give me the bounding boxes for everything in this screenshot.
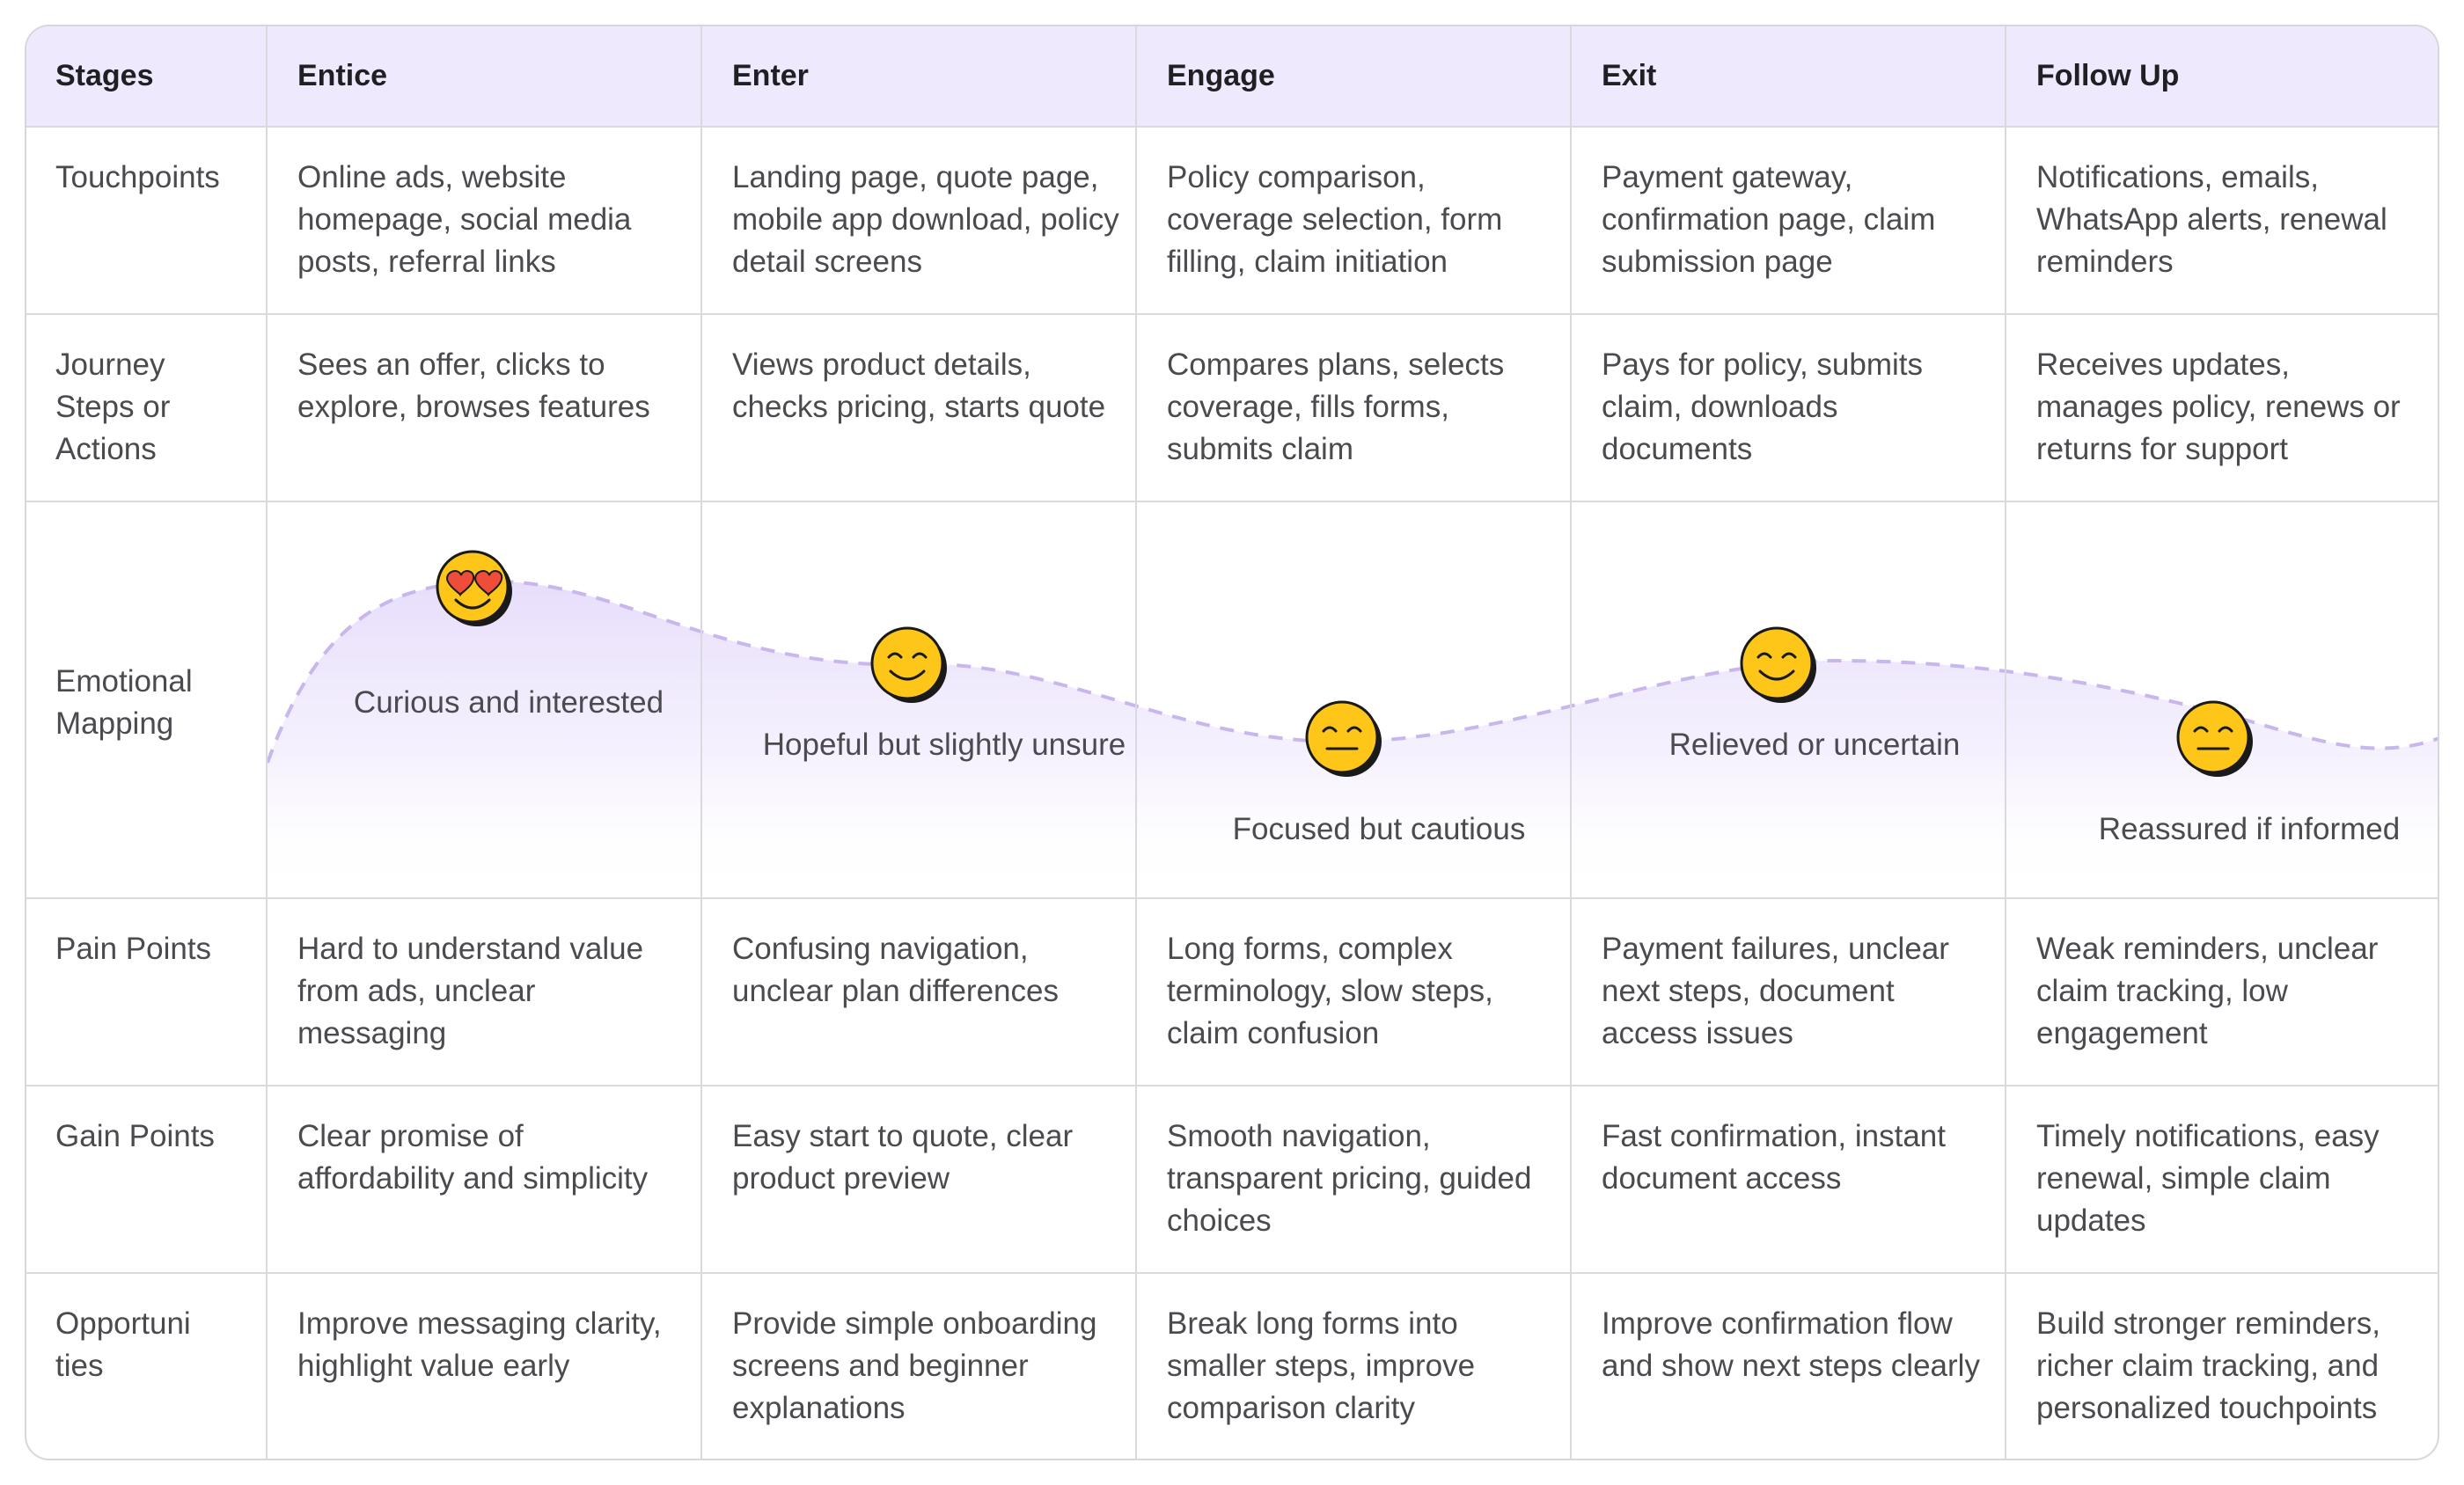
touchpoints-cell: Payment gateway, confirmation page, clai… — [1602, 160, 1936, 279]
stages-header: Stages — [55, 59, 154, 92]
gain-points-cell: Clear promise of affordability and simpl… — [297, 1119, 649, 1196]
emotion-label: Reassured if informed — [2098, 812, 2401, 846]
journey-map-table: Curious and interested Hopeful but sligh… — [25, 25, 2439, 1460]
journey-steps-cell: Views product details, checks pricing, s… — [732, 347, 1106, 424]
row-divider — [26, 1272, 2438, 1274]
heart-eyes-face-icon — [436, 550, 512, 626]
row-divider — [26, 897, 2438, 899]
journey-steps-cell: Sees an offer, clicks to explore, browse… — [297, 347, 650, 424]
row-divider — [26, 1085, 2438, 1086]
column-divider — [1135, 26, 1137, 1459]
stage-header-engage: Engage — [1167, 59, 1275, 92]
stage-header-enter: Enter — [732, 59, 809, 92]
emotion-label: Curious and interested — [353, 685, 664, 720]
emotion-label: Focused but cautious — [1232, 812, 1526, 846]
column-divider — [2005, 26, 2006, 1459]
touchpoints-cell: Online ads, website homepage, social med… — [297, 160, 632, 279]
pain-points-cell: Payment failures, unclear next steps, do… — [1602, 932, 1949, 1050]
pain-points-cell: Confusing navigation, unclear plan diffe… — [732, 932, 1059, 1008]
touchpoints-cell: Policy comparison, coverage selection, f… — [1167, 160, 1503, 279]
column-divider — [266, 26, 268, 1459]
gain-points-cell: Timely notifications, easy renewal, simp… — [2036, 1119, 2380, 1238]
gain-points-cell: Easy start to quote, clear product previ… — [732, 1119, 1074, 1196]
gain-points-cell: Fast confirmation, instant document acce… — [1602, 1119, 1946, 1196]
smiling-face-icon — [870, 626, 947, 703]
row-label-gain-points: Gain Points — [55, 1119, 215, 1153]
row-label-opportunities: Opportuni ties — [55, 1306, 191, 1383]
emotion-label: Hopeful but slightly unsure — [762, 728, 1126, 762]
opportunities-cell: Provide simple onboarding screens and be… — [732, 1306, 1097, 1425]
row-divider — [26, 313, 2438, 315]
column-divider — [700, 26, 702, 1459]
pain-points-cell: Hard to understand value from ads, uncle… — [297, 932, 644, 1050]
neutral-face-icon — [1305, 700, 1382, 777]
row-label-touchpoints: Touchpoints — [55, 160, 220, 194]
touchpoints-cell: Landing page, quote page, mobile app dow… — [732, 160, 1119, 279]
stage-header-exit: Exit — [1602, 59, 1657, 92]
opportunities-cell: Improve messaging clarity, highlight val… — [297, 1306, 662, 1383]
stage-header-follow-up: Follow Up — [2036, 59, 2180, 92]
opportunities-cell: Break long forms into smaller steps, imp… — [1167, 1306, 1476, 1425]
gain-points-cell: Smooth navigation, transparent pricing, … — [1167, 1119, 1532, 1238]
opportunities-cell: Improve confirmation flow and show next … — [1602, 1306, 1980, 1383]
emotion-curve-area: Curious and interested Hopeful but sligh… — [266, 502, 2438, 897]
journey-steps-cell: Pays for policy, submits claim, download… — [1602, 347, 1924, 466]
opportunities-cell: Build stronger reminders, richer claim t… — [2036, 1306, 2380, 1425]
journey-steps-cell: Compares plans, selects coverage, fills … — [1167, 347, 1505, 466]
header-row — [26, 26, 2438, 128]
neutral-face-icon — [2176, 700, 2253, 777]
touchpoints-cell: Notifications, emails, WhatsApp alerts, … — [2036, 160, 2387, 279]
smiling-face-icon — [1740, 626, 1816, 703]
row-label-emotional-mapping: Emotional Mapping — [55, 664, 193, 741]
row-label-journey-steps: Journey Steps or Actions — [55, 347, 171, 466]
row-divider — [26, 501, 2438, 502]
emotion-label: Relieved or uncertain — [1668, 728, 1961, 762]
row-divider — [26, 126, 2438, 128]
pain-points-cell: Weak reminders, unclear claim tracking, … — [2036, 932, 2379, 1050]
row-label-pain-points: Pain Points — [55, 932, 212, 966]
column-divider — [1570, 26, 1572, 1459]
pain-points-cell: Long forms, complex terminology, slow st… — [1167, 932, 1493, 1050]
journey-steps-cell: Receives updates, manages policy, renews… — [2036, 347, 2401, 466]
stage-header-entice: Entice — [297, 59, 388, 92]
